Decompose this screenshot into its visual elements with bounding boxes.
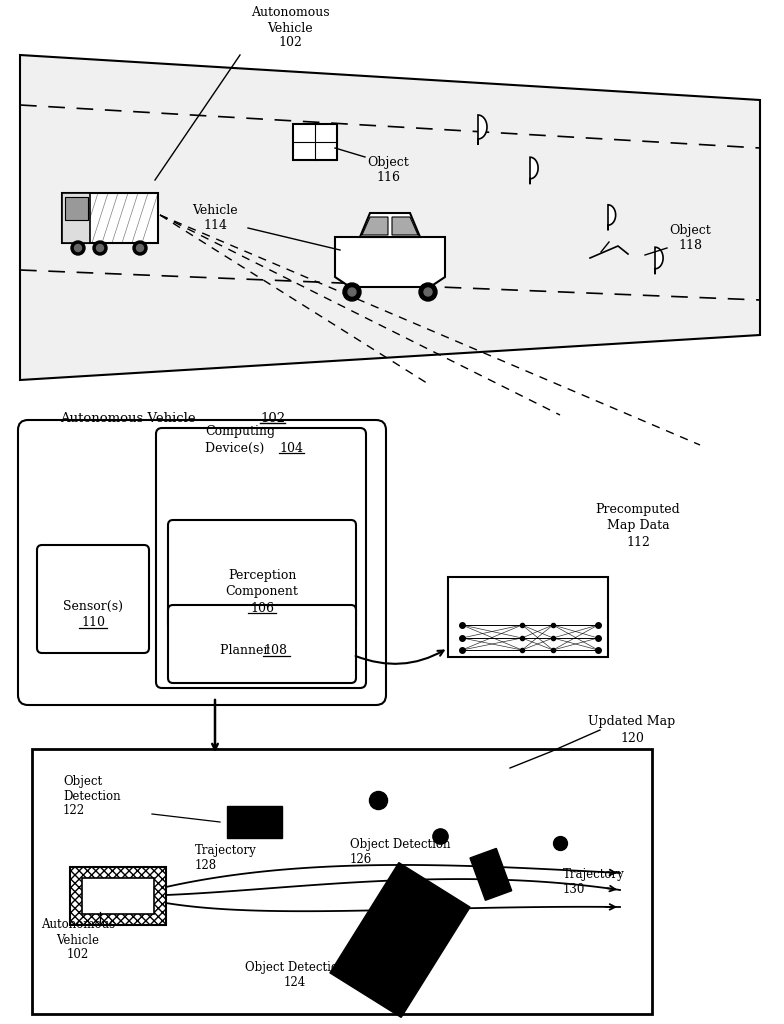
FancyBboxPatch shape: [168, 605, 356, 683]
FancyBboxPatch shape: [168, 520, 356, 630]
Text: 102: 102: [260, 412, 285, 425]
FancyBboxPatch shape: [293, 124, 337, 160]
Polygon shape: [62, 193, 90, 243]
Circle shape: [74, 245, 82, 252]
Circle shape: [93, 241, 107, 255]
Circle shape: [136, 245, 143, 252]
Circle shape: [133, 241, 147, 255]
Text: Trajectory
130: Trajectory 130: [563, 868, 625, 896]
Text: Device(s): Device(s): [205, 441, 268, 455]
Polygon shape: [608, 205, 615, 230]
Circle shape: [424, 288, 432, 296]
Text: Computing: Computing: [205, 426, 275, 438]
Text: Object Detection
124: Object Detection 124: [245, 961, 345, 989]
Text: 104: 104: [279, 441, 303, 455]
Polygon shape: [478, 115, 487, 145]
Text: Autonomous Vehicle: Autonomous Vehicle: [60, 412, 200, 425]
Text: Map Data: Map Data: [607, 519, 670, 532]
FancyBboxPatch shape: [156, 428, 366, 688]
Text: Updated Map: Updated Map: [588, 716, 676, 728]
Polygon shape: [62, 193, 158, 243]
Text: 110: 110: [81, 616, 105, 630]
Circle shape: [96, 245, 103, 252]
Text: Sensor(s): Sensor(s): [63, 599, 123, 612]
Text: 106: 106: [250, 601, 274, 614]
FancyBboxPatch shape: [448, 577, 608, 657]
Text: 108: 108: [263, 644, 287, 657]
Text: Vehicle
114: Vehicle 114: [192, 204, 238, 232]
Text: Trajectory
128: Trajectory 128: [195, 844, 256, 872]
Text: Perception: Perception: [228, 569, 296, 583]
Polygon shape: [20, 55, 760, 380]
Polygon shape: [335, 237, 445, 287]
Polygon shape: [470, 849, 512, 900]
Text: 120: 120: [620, 731, 644, 744]
Text: Planner: Planner: [220, 644, 274, 657]
Text: Object
118: Object 118: [669, 224, 711, 252]
Text: Object Detection
126: Object Detection 126: [350, 838, 451, 866]
Circle shape: [348, 288, 356, 296]
Polygon shape: [362, 217, 388, 234]
Circle shape: [71, 241, 85, 255]
Polygon shape: [530, 158, 538, 184]
FancyBboxPatch shape: [82, 878, 154, 914]
Polygon shape: [392, 217, 418, 234]
Text: Object
Detection
122: Object Detection 122: [63, 774, 121, 817]
Text: Autonomous
Vehicle
102: Autonomous Vehicle 102: [41, 919, 115, 962]
Polygon shape: [65, 197, 88, 220]
FancyBboxPatch shape: [227, 806, 282, 838]
Text: Object
116: Object 116: [367, 156, 409, 184]
Polygon shape: [360, 213, 420, 237]
Circle shape: [419, 283, 437, 301]
FancyBboxPatch shape: [70, 867, 166, 925]
Text: Component: Component: [226, 586, 299, 598]
FancyBboxPatch shape: [37, 545, 149, 653]
Text: Precomputed: Precomputed: [596, 504, 681, 516]
FancyBboxPatch shape: [32, 749, 652, 1014]
FancyBboxPatch shape: [18, 420, 386, 705]
Circle shape: [343, 283, 361, 301]
Polygon shape: [655, 247, 663, 274]
Text: 112: 112: [626, 536, 650, 549]
Text: Autonomous
Vehicle
102: Autonomous Vehicle 102: [251, 6, 329, 49]
Polygon shape: [330, 862, 470, 1018]
